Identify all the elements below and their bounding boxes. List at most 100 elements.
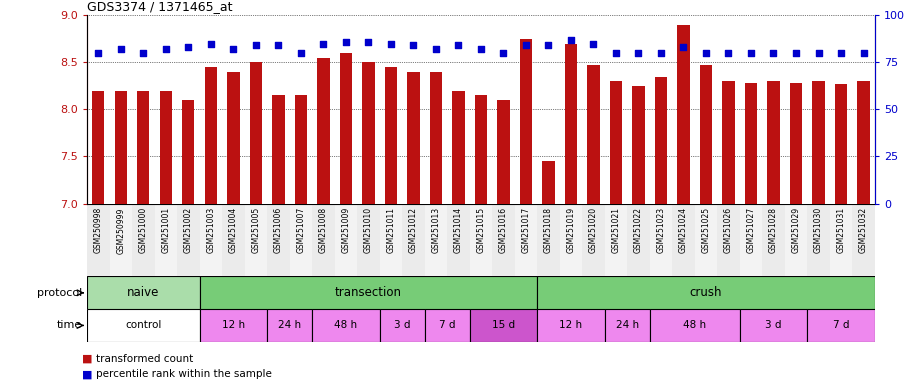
- Point: [226, 46, 241, 52]
- Text: ■: ■: [82, 369, 93, 379]
- Text: 3 d: 3 d: [394, 320, 410, 331]
- Text: GSM251019: GSM251019: [566, 207, 575, 253]
- Bar: [745, 83, 758, 204]
- Text: GDS3374 / 1371465_at: GDS3374 / 1371465_at: [87, 0, 233, 13]
- Bar: [385, 67, 397, 204]
- Bar: [200, 309, 267, 342]
- Text: 48 h: 48 h: [683, 320, 706, 331]
- Text: GSM251025: GSM251025: [702, 207, 711, 253]
- Bar: [447, 204, 470, 276]
- Bar: [182, 100, 194, 204]
- Bar: [537, 276, 875, 309]
- Bar: [649, 204, 672, 276]
- Text: ■: ■: [82, 354, 93, 364]
- Text: GSM251001: GSM251001: [161, 207, 170, 253]
- Bar: [312, 309, 379, 342]
- Text: GSM251021: GSM251021: [612, 207, 620, 253]
- Bar: [430, 72, 442, 204]
- Bar: [677, 25, 690, 204]
- Bar: [159, 91, 172, 204]
- Bar: [267, 204, 289, 276]
- Text: GSM251016: GSM251016: [499, 207, 507, 253]
- Bar: [340, 53, 352, 204]
- Bar: [200, 204, 222, 276]
- Point: [136, 50, 150, 56]
- Bar: [790, 83, 802, 204]
- Bar: [474, 95, 487, 204]
- Bar: [565, 44, 577, 204]
- Text: 24 h: 24 h: [616, 320, 638, 331]
- Point: [856, 50, 871, 56]
- Bar: [605, 204, 627, 276]
- Bar: [402, 204, 425, 276]
- Point: [451, 42, 465, 48]
- Bar: [470, 309, 537, 342]
- Bar: [87, 276, 200, 309]
- Bar: [334, 204, 357, 276]
- Bar: [425, 309, 470, 342]
- Text: GSM251008: GSM251008: [319, 207, 328, 253]
- Point: [271, 42, 286, 48]
- Bar: [132, 204, 155, 276]
- Bar: [655, 76, 667, 204]
- Bar: [812, 81, 824, 204]
- Bar: [379, 309, 425, 342]
- Text: GSM251000: GSM251000: [139, 207, 147, 253]
- Bar: [583, 204, 605, 276]
- Bar: [289, 204, 312, 276]
- Point: [563, 37, 578, 43]
- Text: GSM251024: GSM251024: [679, 207, 688, 253]
- Bar: [542, 161, 554, 204]
- Point: [766, 50, 780, 56]
- Text: GSM251010: GSM251010: [364, 207, 373, 253]
- Point: [203, 40, 218, 46]
- Text: GSM251023: GSM251023: [657, 207, 665, 253]
- Bar: [717, 204, 740, 276]
- Text: GSM251017: GSM251017: [521, 207, 530, 253]
- Point: [293, 50, 308, 56]
- Bar: [295, 95, 307, 204]
- Bar: [587, 65, 600, 204]
- Text: protocol: protocol: [38, 288, 82, 298]
- Text: transection: transection: [335, 286, 402, 299]
- Text: GSM251027: GSM251027: [747, 207, 756, 253]
- Bar: [137, 91, 149, 204]
- Point: [158, 46, 173, 52]
- Point: [339, 39, 354, 45]
- Bar: [470, 204, 492, 276]
- Point: [676, 44, 691, 50]
- Bar: [649, 309, 740, 342]
- Bar: [87, 204, 110, 276]
- Bar: [267, 309, 312, 342]
- Text: 15 d: 15 d: [492, 320, 515, 331]
- Text: GSM251005: GSM251005: [251, 207, 260, 253]
- Bar: [610, 81, 622, 204]
- Text: GSM251020: GSM251020: [589, 207, 598, 253]
- Bar: [672, 204, 694, 276]
- Bar: [694, 204, 717, 276]
- Text: GSM251032: GSM251032: [859, 207, 868, 253]
- Bar: [425, 204, 447, 276]
- Text: GSM251006: GSM251006: [274, 207, 283, 253]
- Bar: [852, 204, 875, 276]
- Bar: [537, 309, 605, 342]
- Bar: [515, 204, 537, 276]
- Bar: [762, 204, 785, 276]
- Bar: [357, 204, 379, 276]
- Bar: [312, 204, 334, 276]
- Bar: [408, 72, 420, 204]
- Bar: [785, 204, 807, 276]
- Text: crush: crush: [690, 286, 722, 299]
- Bar: [317, 58, 330, 204]
- Text: GSM250998: GSM250998: [93, 207, 103, 253]
- Point: [812, 50, 826, 56]
- Bar: [272, 95, 285, 204]
- Point: [654, 50, 669, 56]
- Text: 48 h: 48 h: [334, 320, 357, 331]
- Text: GSM251004: GSM251004: [229, 207, 238, 253]
- Text: 7 d: 7 d: [833, 320, 849, 331]
- Bar: [362, 62, 375, 204]
- Point: [316, 40, 331, 46]
- Bar: [453, 91, 464, 204]
- Text: percentile rank within the sample: percentile rank within the sample: [96, 369, 272, 379]
